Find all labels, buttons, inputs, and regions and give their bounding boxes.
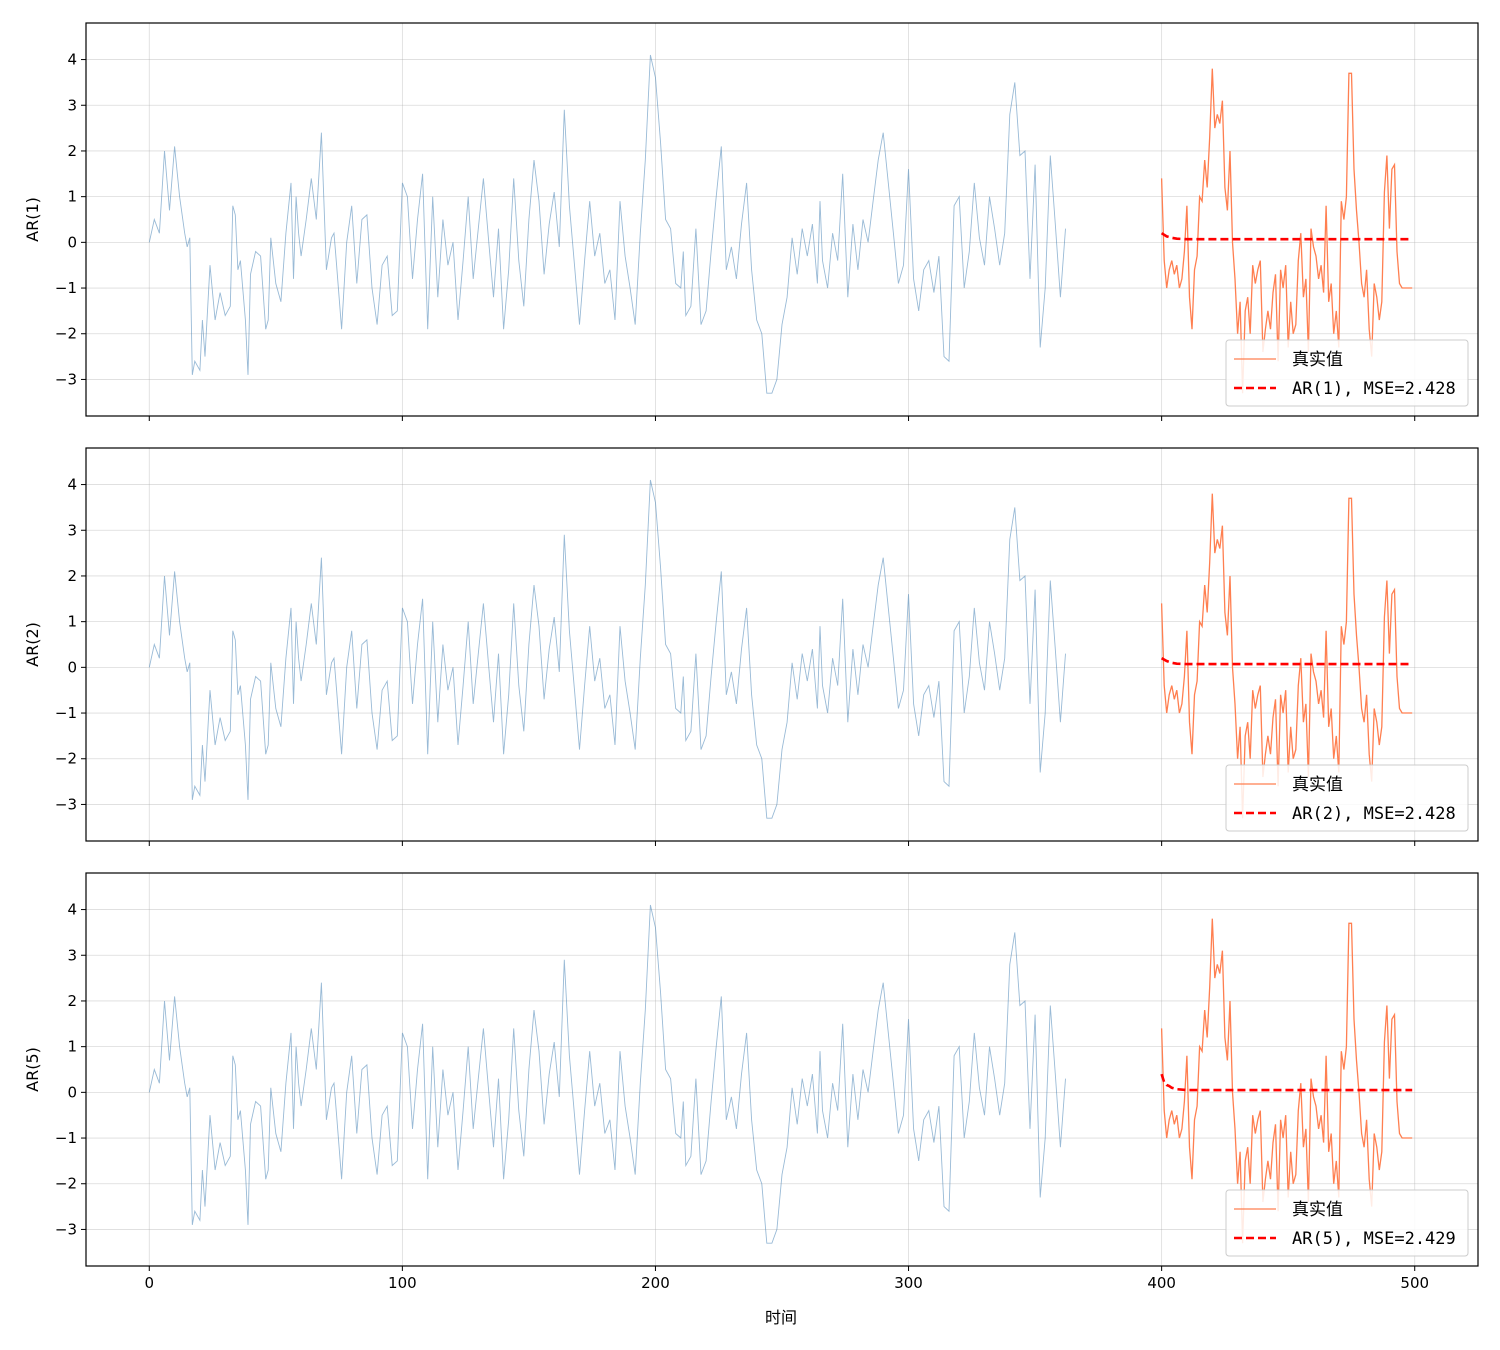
legend: 真实值 AR(5), MSE=2.429 [1225, 1189, 1469, 1257]
legend-forecast-label: AR(5), MSE=2.429 [1292, 1229, 1456, 1249]
plot-frame [85, 447, 1479, 842]
train-series-line [148, 54, 1066, 394]
legend-box [1225, 339, 1469, 407]
y-tick-label: 4 [67, 901, 77, 919]
x-tick-label: 0 [144, 1274, 154, 1292]
y-tick-label: 2 [67, 142, 77, 160]
forecast-series-line [1160, 232, 1413, 241]
y-tick-label: 4 [67, 476, 77, 494]
x-tick-label: 400 [1147, 1274, 1176, 1292]
y-tick-label: −3 [55, 795, 77, 813]
legend: 真实值 AR(2), MSE=2.428 [1225, 764, 1469, 832]
y-tick-label: −2 [55, 750, 77, 768]
x-axis-label: 时间 [765, 1308, 797, 1327]
legend-box [1225, 764, 1469, 832]
y-tick-label: −2 [55, 325, 77, 343]
y-tick-label: −1 [55, 279, 77, 297]
y-tick-label: 3 [67, 96, 77, 114]
x-tick-label: 200 [641, 1274, 670, 1292]
legend-forecast-label: AR(1), MSE=2.428 [1292, 379, 1456, 399]
forecast-series-line [1160, 657, 1413, 666]
y-tick-label: 0 [67, 233, 77, 251]
y-tick-label: 1 [67, 613, 77, 631]
y-tick-label: 3 [67, 521, 77, 539]
series-group [148, 904, 1413, 1244]
x-tick-label: 500 [1400, 1274, 1429, 1292]
y-tick-label: −2 [55, 1175, 77, 1193]
legend-box [1225, 1189, 1469, 1257]
x-tick-label: 100 [388, 1274, 417, 1292]
y-tick-label: 3 [67, 946, 77, 964]
legend-actual-label: 真实值 [1292, 350, 1343, 370]
legend: 真实值 AR(1), MSE=2.428 [1225, 339, 1469, 407]
forecast-series-line [1160, 1073, 1413, 1092]
legend-actual-label: 真实值 [1292, 775, 1343, 795]
y-tick-label: 0 [67, 1083, 77, 1101]
plot-frame [85, 22, 1479, 417]
x-tick-label: 300 [894, 1274, 923, 1292]
y-tick-label: 1 [67, 188, 77, 206]
chart-panel-2: −3 −2 −1 0 1 2 3 4 AR(2) 真实值 AR(2), MSE=2.428 [23, 447, 1479, 846]
y-tick-label: 2 [67, 992, 77, 1010]
plot-frame [85, 872, 1479, 1267]
train-series-line [148, 904, 1066, 1244]
chart-panel-3: −3 −2 −1 0 1 2 3 4 0 100 200 300 400 500 AR(5) 真实值 AR(5)… [23, 872, 1479, 1292]
y-tick-label: 1 [67, 1038, 77, 1056]
series-group [148, 54, 1413, 394]
series-group [148, 479, 1413, 819]
y-tick-label: −3 [55, 1220, 77, 1238]
y-tick-label: −1 [55, 1129, 77, 1147]
y-axis-label: AR(1) [23, 197, 42, 242]
train-series-line [148, 479, 1066, 819]
chart-panel-1: −3 −2 −1 0 1 2 3 4 AR(1) 真实值 AR(1), MSE=2.428 [23, 22, 1479, 421]
legend-forecast-label: AR(2), MSE=2.428 [1292, 804, 1456, 824]
y-tick-label: 2 [67, 567, 77, 585]
legend-actual-label: 真实值 [1292, 1200, 1343, 1220]
y-axis-label: AR(5) [23, 1047, 42, 1092]
y-axis-label: AR(2) [23, 622, 42, 667]
y-tick-label: −1 [55, 704, 77, 722]
y-tick-label: 0 [67, 658, 77, 676]
y-tick-label: 4 [67, 51, 77, 69]
y-tick-label: −3 [55, 370, 77, 388]
